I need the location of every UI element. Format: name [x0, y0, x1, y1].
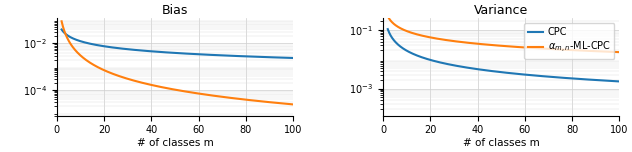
Line: CPC: CPC	[388, 29, 619, 81]
Title: Variance: Variance	[474, 4, 528, 17]
Title: Bias: Bias	[162, 4, 188, 17]
CPC	[384, 28, 392, 30]
$\alpha_{m,n}$-ML-CPC	[494, 45, 502, 46]
$\alpha_{m,n}$-ML-CPC	[384, 15, 392, 17]
CPC	[574, 78, 581, 80]
X-axis label: # of classes m: # of classes m	[137, 138, 214, 148]
$\alpha_{m,n}$-ML-CPC	[495, 45, 503, 47]
CPC	[522, 74, 530, 76]
CPC	[610, 80, 617, 82]
Legend: CPC, $\alpha_{m,n}$-ML-CPC: CPC, $\alpha_{m,n}$-ML-CPC	[525, 23, 614, 59]
$\alpha_{m,n}$-ML-CPC	[610, 51, 617, 53]
Line: $\alpha_{m,n}$-ML-CPC: $\alpha_{m,n}$-ML-CPC	[388, 16, 619, 52]
CPC	[494, 71, 502, 73]
CPC	[509, 73, 517, 74]
X-axis label: # of classes m: # of classes m	[463, 138, 540, 148]
CPC	[616, 81, 623, 82]
CPC	[495, 71, 503, 73]
$\alpha_{m,n}$-ML-CPC	[522, 47, 530, 48]
$\alpha_{m,n}$-ML-CPC	[509, 46, 517, 48]
$\alpha_{m,n}$-ML-CPC	[616, 51, 623, 53]
$\alpha_{m,n}$-ML-CPC	[574, 49, 581, 51]
